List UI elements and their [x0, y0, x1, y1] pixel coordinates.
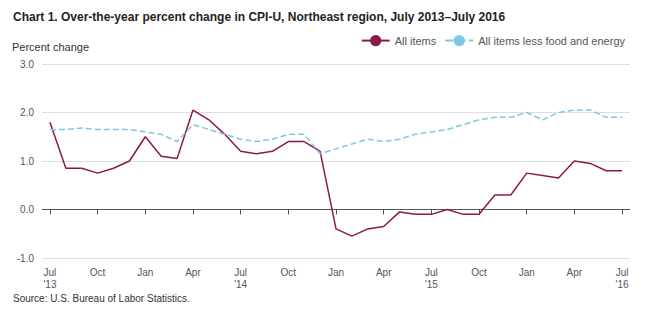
- svg-text:'14: '14: [234, 279, 247, 290]
- svg-text:'15: '15: [425, 279, 438, 290]
- svg-text:2.0: 2.0: [20, 107, 34, 118]
- svg-text:All items less food and energy: All items less food and energy: [478, 35, 625, 47]
- svg-text:Apr: Apr: [185, 267, 201, 278]
- svg-text:-1.0: -1.0: [17, 253, 35, 264]
- svg-text:Source: U.S. Bureau of Labor S: Source: U.S. Bureau of Labor Statistics.: [13, 293, 190, 304]
- svg-text:Jan: Jan: [137, 267, 153, 278]
- svg-text:3.0: 3.0: [20, 59, 34, 70]
- svg-text:Apr: Apr: [376, 267, 392, 278]
- svg-text:'16: '16: [616, 279, 629, 290]
- svg-text:Oct: Oct: [471, 267, 487, 278]
- svg-text:Jul: Jul: [425, 267, 438, 278]
- svg-text:Jul: Jul: [616, 267, 629, 278]
- svg-text:Chart 1. Over-the-year percent: Chart 1. Over-the-year percent change in…: [13, 10, 506, 24]
- svg-text:Percent change: Percent change: [12, 41, 89, 53]
- svg-text:Apr: Apr: [567, 267, 583, 278]
- svg-text:Jul: Jul: [44, 267, 57, 278]
- svg-text:0.0: 0.0: [20, 204, 34, 215]
- svg-text:All items: All items: [395, 35, 437, 47]
- svg-text:1.0: 1.0: [20, 156, 34, 167]
- svg-text:'13: '13: [43, 279, 56, 290]
- svg-text:Oct: Oct: [281, 267, 297, 278]
- svg-text:Oct: Oct: [90, 267, 106, 278]
- svg-text:Jan: Jan: [328, 267, 344, 278]
- svg-text:Jan: Jan: [519, 267, 535, 278]
- svg-text:Jul: Jul: [234, 267, 247, 278]
